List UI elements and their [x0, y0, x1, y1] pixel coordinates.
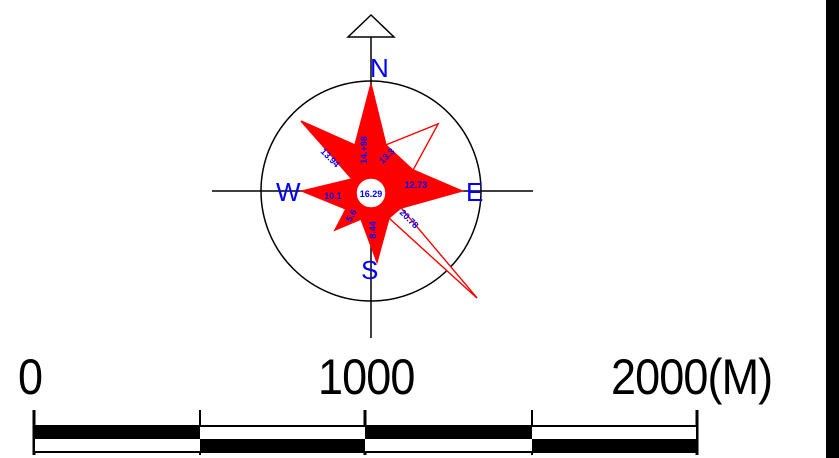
scale-segment-4-bottom	[532, 439, 697, 452]
scale-segment-1-top	[34, 426, 200, 439]
scale-bar	[32, 410, 699, 455]
wind-rose-inner-ne	[384, 122, 440, 171]
direction-label-n: N	[370, 53, 389, 83]
scale-label-zero: 0	[18, 349, 43, 405]
direction-label-w: W	[276, 177, 301, 207]
right-edge-bar	[826, 0, 839, 458]
value-center: 16.29	[360, 189, 383, 199]
scale-segment-3-top	[365, 426, 532, 439]
center-circle	[355, 177, 387, 209]
value-s: 8.44	[368, 221, 378, 239]
direction-label-s: S	[361, 255, 378, 285]
wind-rose-inner-e	[400, 169, 464, 209]
value-n: 14.+98	[359, 136, 369, 164]
direction-label-e: E	[466, 177, 483, 207]
north-arrow-icon	[346, 13, 396, 38]
scale-label-end: 2000(M)	[611, 349, 773, 405]
wind-rose-inner-se	[388, 207, 478, 299]
scale-segment-2-bottom	[200, 439, 365, 452]
scale-label-mid: 1000	[318, 349, 415, 405]
value-e: 12.73	[405, 180, 428, 190]
value-w: 10.1	[324, 191, 342, 201]
